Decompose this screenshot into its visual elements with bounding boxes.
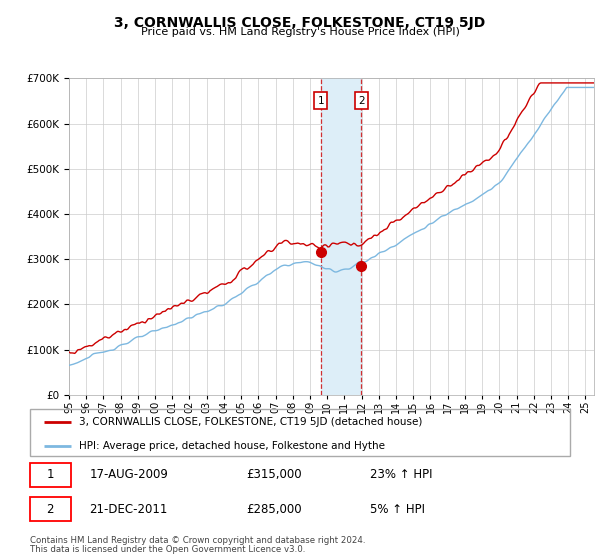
Text: Price paid vs. HM Land Registry's House Price Index (HPI): Price paid vs. HM Land Registry's House … [140,27,460,37]
Text: Contains HM Land Registry data © Crown copyright and database right 2024.: Contains HM Land Registry data © Crown c… [30,536,365,545]
Text: £315,000: £315,000 [246,468,302,482]
Text: 1: 1 [317,96,324,105]
Text: 2: 2 [358,96,364,105]
Text: 2: 2 [46,503,54,516]
Bar [321,78,361,395]
Text: 21-DEC-2011: 21-DEC-2011 [89,503,168,516]
Text: 23% ↑ HPI: 23% ↑ HPI [370,468,433,482]
Text: This data is licensed under the Open Government Licence v3.0.: This data is licensed under the Open Gov… [30,545,305,554]
Text: £285,000: £285,000 [246,503,302,516]
Text: HPI: Average price, detached house, Folkestone and Hythe: HPI: Average price, detached house, Folk… [79,441,385,451]
Text: 3, CORNWALLIS CLOSE, FOLKESTONE, CT19 5JD (detached house): 3, CORNWALLIS CLOSE, FOLKESTONE, CT19 5J… [79,417,422,427]
Text: 3, CORNWALLIS CLOSE, FOLKESTONE, CT19 5JD: 3, CORNWALLIS CLOSE, FOLKESTONE, CT19 5J… [115,16,485,30]
Text: 1: 1 [46,468,54,482]
Text: 17-AUG-2009: 17-AUG-2009 [89,468,168,482]
Text: 5% ↑ HPI: 5% ↑ HPI [370,503,425,516]
